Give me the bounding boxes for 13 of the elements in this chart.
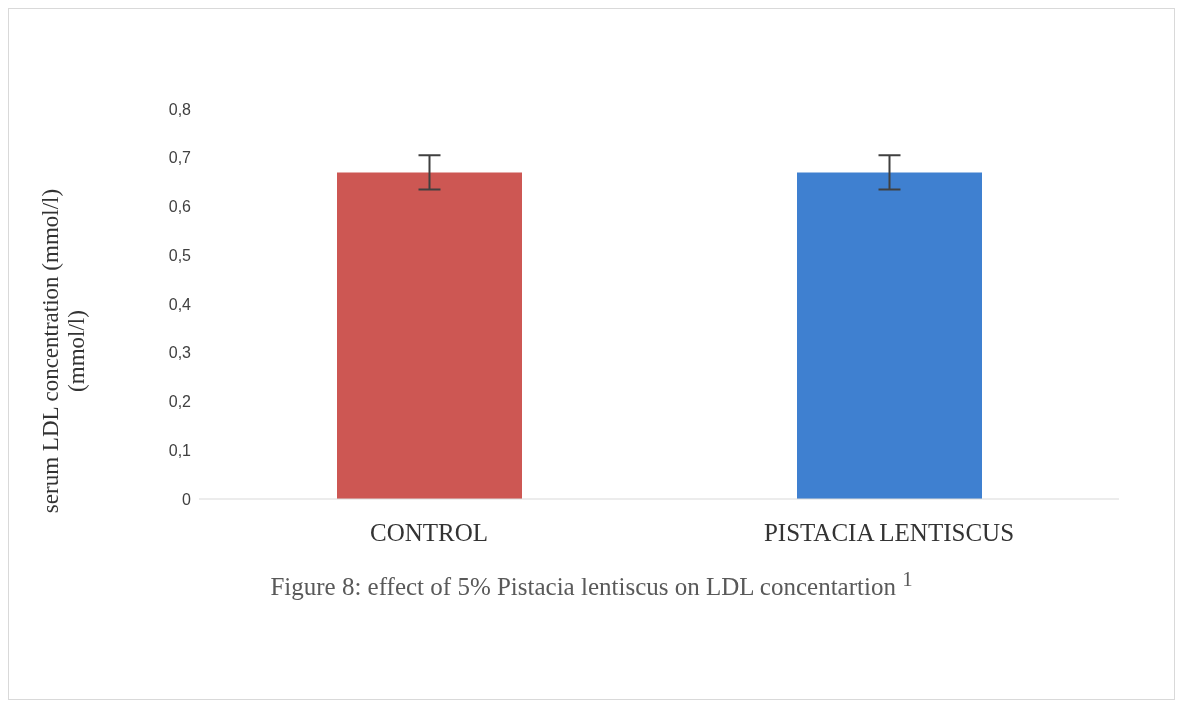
y-tick-label: 0,5: [168, 246, 192, 264]
y-tick-label: 0,2: [168, 393, 192, 411]
y-tick-label: 0,4: [168, 295, 192, 313]
y-tick-label: 0,7: [168, 149, 192, 167]
y-axis-title: serum LDL concentration (mmol/l) (mmol/l): [38, 187, 90, 516]
y-tick-label: 0,1: [168, 441, 192, 459]
y-tick-label: 0,8: [168, 100, 192, 118]
y-tick-label: 0: [182, 490, 192, 508]
caption: Figure 8: effect of 5% Pistacia lentiscus on LDL concentartion $^{1}$: [269, 567, 914, 602]
y-tick-label: 0,3: [168, 344, 192, 362]
y-tick-label: 0,6: [168, 198, 192, 216]
x-tick-label: PISTACIA LENTISCUS: [763, 518, 1015, 546]
x-tick-label: CONTROL: [369, 518, 489, 546]
